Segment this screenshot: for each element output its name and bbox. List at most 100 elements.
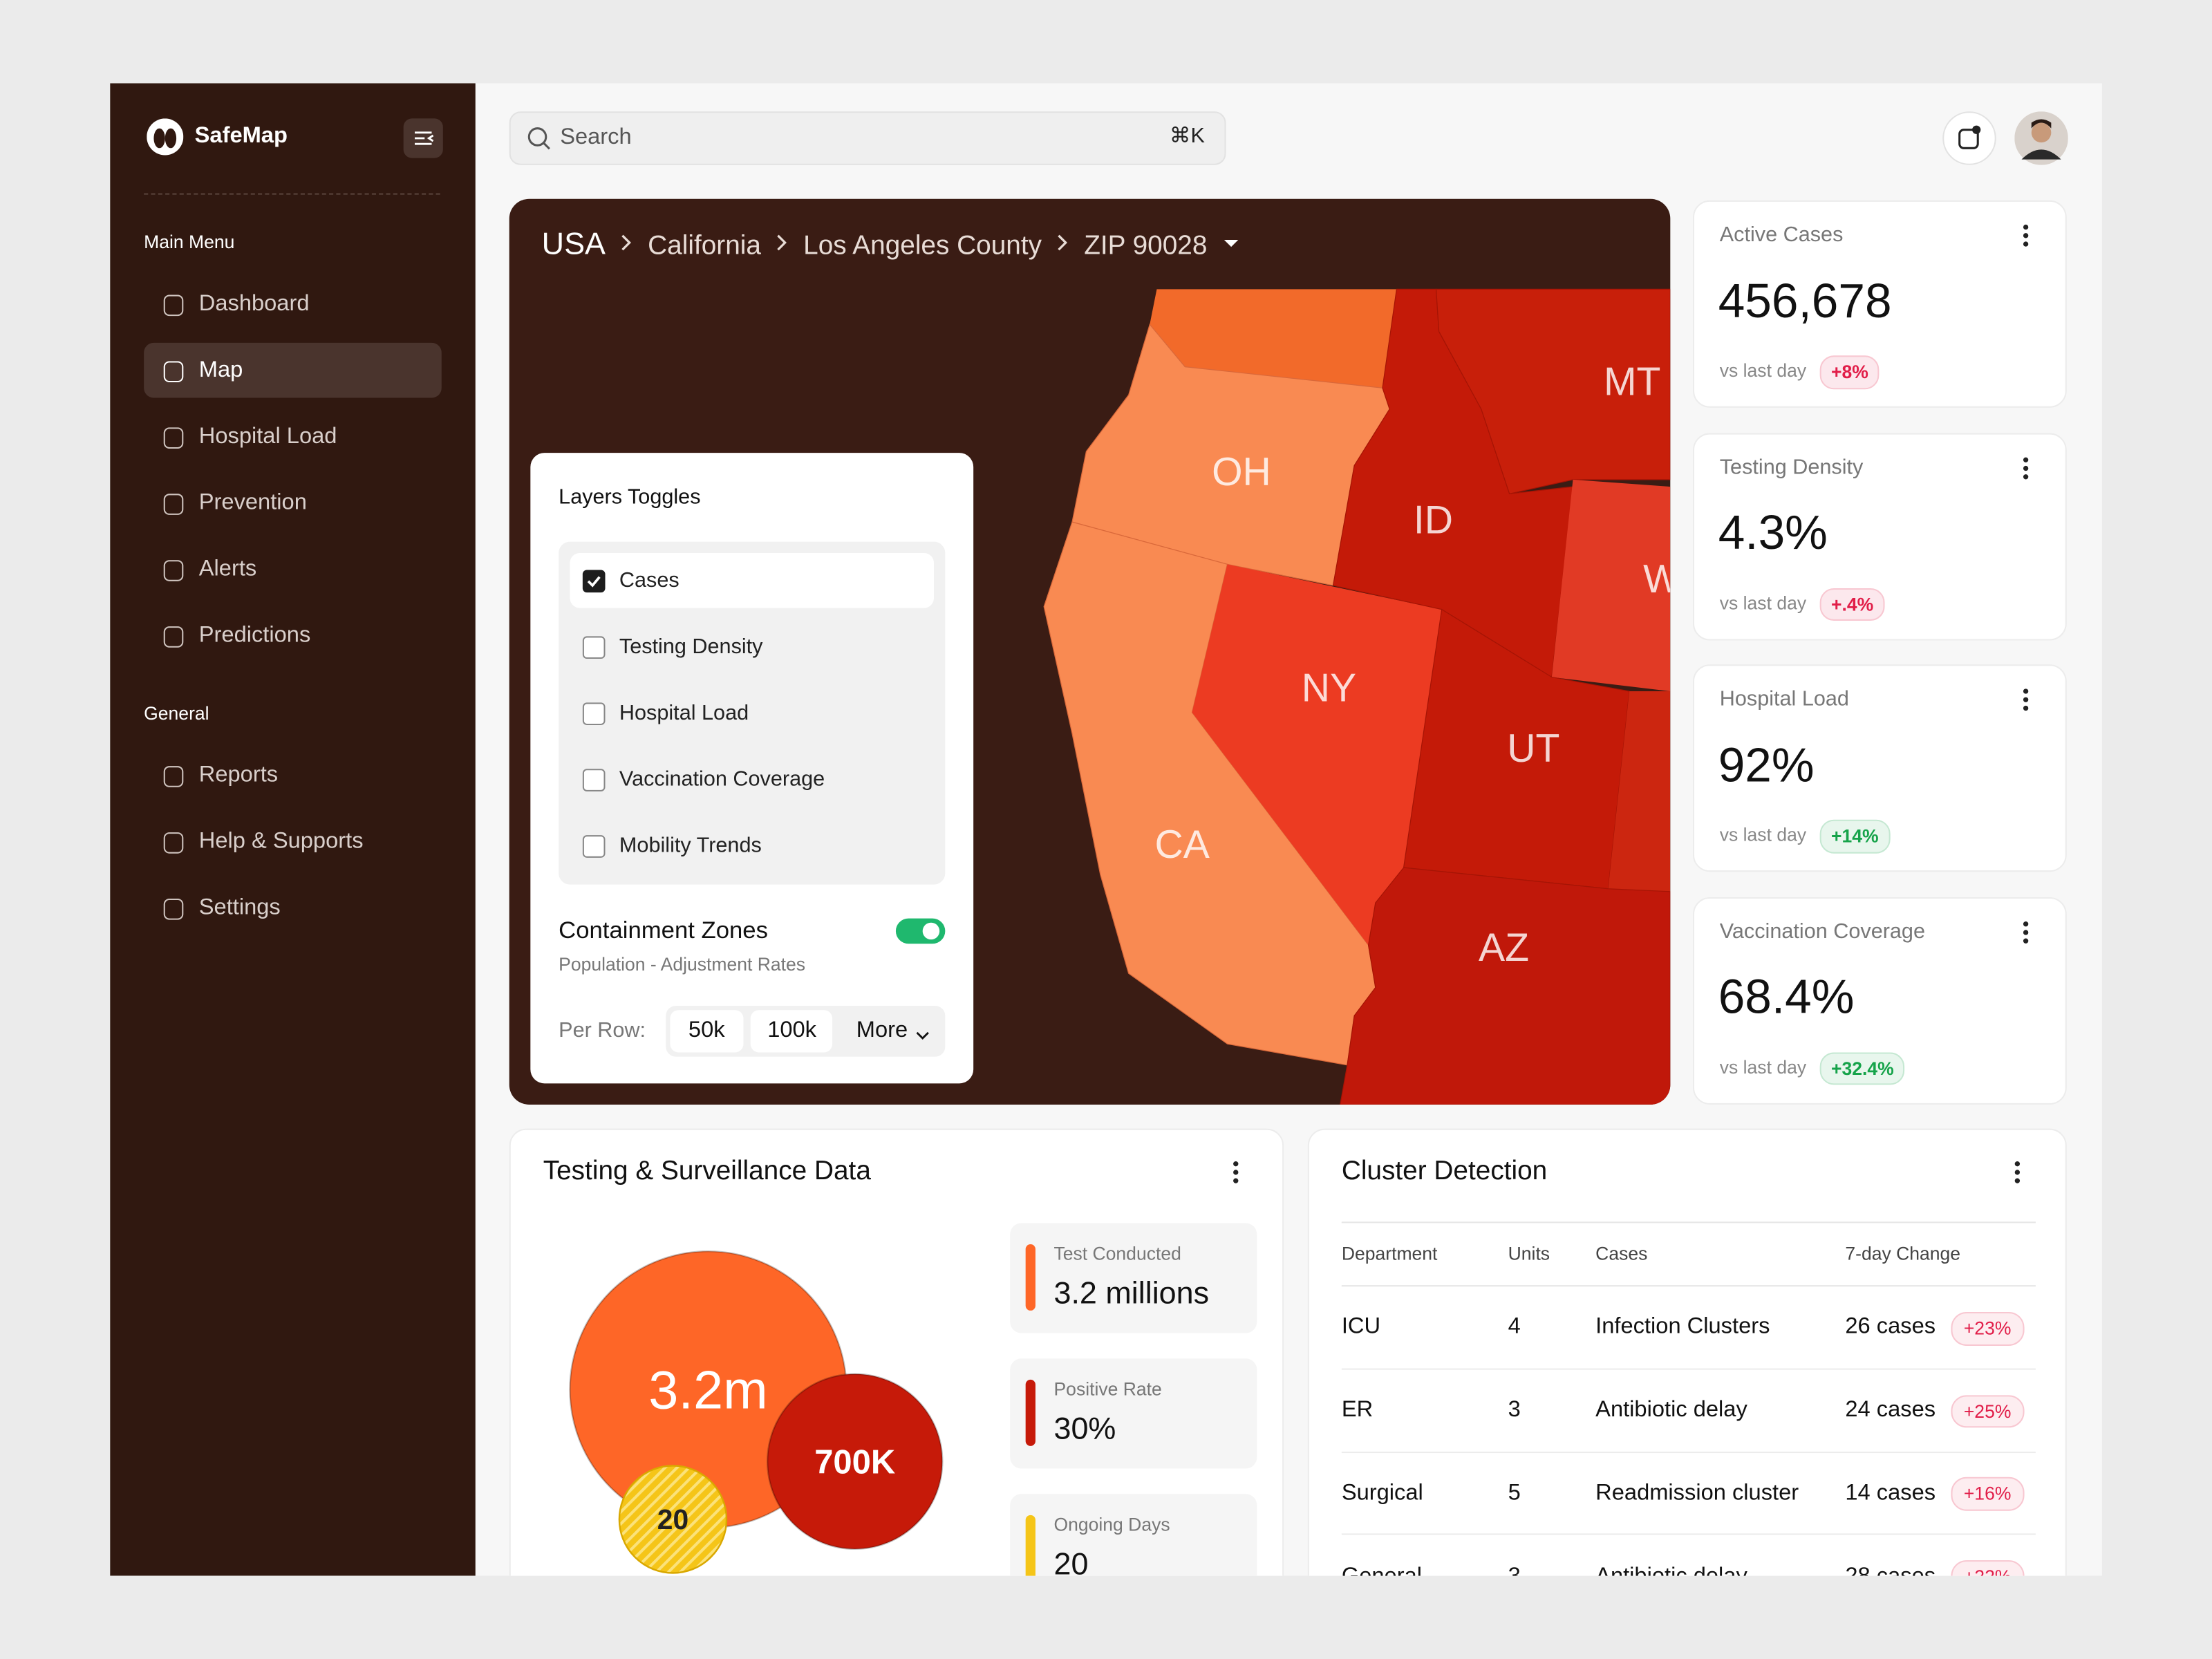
panel-title: Layers Toggles bbox=[559, 485, 701, 509]
stat-note: vs last day bbox=[1719, 824, 1807, 845]
toggle-title: Containment Zones bbox=[559, 917, 768, 944]
window: SafeMap Search ⌘K MT OH ID W NY UT CA AZ USA Cal… bbox=[110, 83, 2102, 1576]
notifications-button[interactable] bbox=[1942, 111, 1996, 165]
state-shape[interactable] bbox=[1608, 691, 1671, 892]
checkbox[interactable] bbox=[582, 769, 606, 791]
state-shape[interactable] bbox=[1551, 479, 1671, 691]
more-button[interactable] bbox=[1228, 1160, 1244, 1185]
menu-item[interactable]: Predictions bbox=[198, 624, 311, 648]
divider bbox=[1341, 1285, 2036, 1287]
divider bbox=[144, 193, 440, 195]
menu-item[interactable]: Hospital Load bbox=[198, 425, 337, 449]
column-header: 7-day Change bbox=[1845, 1243, 1961, 1264]
card-title: Cluster Detection bbox=[1341, 1156, 1548, 1186]
dropdown-caret bbox=[915, 1024, 929, 1040]
chevron bbox=[777, 234, 787, 251]
table-cell: ER bbox=[1341, 1398, 1374, 1423]
search-box[interactable] bbox=[509, 111, 1226, 165]
checkbox[interactable] bbox=[582, 636, 606, 659]
table-cell: Readmission cluster bbox=[1595, 1481, 1799, 1506]
menu-active[interactable] bbox=[144, 342, 442, 398]
table-cell: 24 cases bbox=[1845, 1398, 1936, 1423]
breadcrumb-item: California bbox=[648, 230, 761, 260]
change-pill: +16% bbox=[1951, 1477, 2024, 1511]
menu-icon bbox=[163, 832, 184, 854]
option-label[interactable]: Cases bbox=[619, 568, 679, 593]
stat-change: +32.4% bbox=[1819, 1051, 1906, 1085]
metric-box bbox=[1010, 1358, 1257, 1469]
sidebar bbox=[110, 83, 476, 1576]
stat-value: 92% bbox=[1718, 738, 1815, 793]
menu-item[interactable]: Map bbox=[198, 359, 243, 383]
state-shape[interactable] bbox=[1150, 289, 1397, 388]
layout: SafeMap Search ⌘K MT OH ID W NY UT CA AZ USA Cal… bbox=[110, 83, 2102, 1576]
state-shape[interactable] bbox=[1192, 564, 1442, 946]
table-cell: 5 bbox=[1508, 1481, 1521, 1506]
row-divider bbox=[1341, 1368, 2036, 1370]
stat-title: Hospital Load bbox=[1719, 686, 1849, 711]
metric-box bbox=[1010, 1223, 1257, 1333]
checkbox[interactable] bbox=[582, 570, 606, 593]
stat-change: +8% bbox=[1819, 355, 1880, 389]
bubble bbox=[618, 1465, 728, 1574]
menu-item[interactable]: Prevention bbox=[198, 491, 307, 516]
metric-label: Test Conducted bbox=[1053, 1243, 1181, 1264]
option-label[interactable]: Hospital Load bbox=[619, 701, 749, 725]
menu-icon bbox=[163, 494, 184, 515]
state-label: W bbox=[1643, 557, 1670, 601]
checkbox[interactable] bbox=[582, 702, 606, 725]
shortcut: ⌘K bbox=[1169, 124, 1205, 149]
breadcrumb-item: ZIP 90028 bbox=[1084, 230, 1207, 260]
menu-icon bbox=[163, 560, 184, 581]
per-row-label: Per Row: bbox=[559, 1018, 646, 1043]
stat-value: 456,678 bbox=[1718, 274, 1892, 328]
table-cell: General bbox=[1342, 1562, 1422, 1575]
metric-label: Positive Rate bbox=[1053, 1378, 1162, 1400]
menu-item[interactable]: Reports bbox=[198, 763, 279, 788]
row-divider bbox=[1341, 1451, 2036, 1453]
per-row-button[interactable] bbox=[750, 1010, 833, 1053]
search-placeholder: Search bbox=[560, 125, 632, 150]
table-cell: 3 bbox=[1508, 1562, 1521, 1575]
more-button[interactable] bbox=[2017, 687, 2034, 713]
change-pill: +22% bbox=[1951, 1560, 2024, 1576]
state-label: OH bbox=[1212, 450, 1271, 494]
map: MT OH ID W NY UT CA AZ bbox=[1043, 288, 1671, 1105]
metric-bar bbox=[1025, 1244, 1035, 1311]
stat-note: vs last day bbox=[1719, 359, 1807, 382]
section-title: General bbox=[144, 702, 209, 724]
search-icon bbox=[527, 127, 550, 150]
state-shape[interactable] bbox=[1435, 288, 1671, 495]
per-row-button[interactable] bbox=[670, 1010, 744, 1053]
table-cell: Antibiotic delay bbox=[1595, 1398, 1747, 1423]
more-button[interactable] bbox=[2009, 1160, 2025, 1185]
menu-icon bbox=[163, 898, 184, 920]
more-button[interactable] bbox=[2017, 919, 2034, 945]
menu-item[interactable]: Dashboard bbox=[198, 292, 310, 317]
state-shape[interactable] bbox=[1340, 867, 1671, 1105]
more-button[interactable] bbox=[2017, 223, 2034, 248]
option-label[interactable]: Mobility Trends bbox=[619, 834, 762, 858]
breadcrumb: USA California Los Angeles County ZIP 90028 bbox=[542, 225, 1239, 261]
collapse-button[interactable] bbox=[403, 118, 443, 158]
menu-icon bbox=[163, 427, 184, 449]
menu-item[interactable]: Settings bbox=[198, 896, 281, 921]
menu-icon bbox=[163, 766, 184, 787]
stat-value: 68.4% bbox=[1718, 971, 1855, 1024]
section-title: Main Menu bbox=[144, 232, 235, 253]
option-label[interactable]: Testing Density bbox=[619, 635, 763, 659]
checkbox[interactable] bbox=[582, 835, 606, 858]
menu-item[interactable]: Help & Supports bbox=[198, 830, 364, 854]
state-label: UT bbox=[1507, 727, 1559, 771]
state-label: AZ bbox=[1479, 926, 1529, 970]
chevron bbox=[621, 234, 631, 251]
logo bbox=[147, 118, 184, 156]
row-divider bbox=[1341, 1534, 2036, 1536]
option-label[interactable]: Vaccination Coverage bbox=[619, 767, 825, 791]
menu-item[interactable]: Alerts bbox=[198, 557, 257, 582]
avatar[interactable] bbox=[2014, 111, 2068, 165]
table-cell: ICU bbox=[1341, 1315, 1381, 1340]
option-selected bbox=[570, 552, 935, 608]
more-button[interactable] bbox=[2017, 455, 2034, 480]
